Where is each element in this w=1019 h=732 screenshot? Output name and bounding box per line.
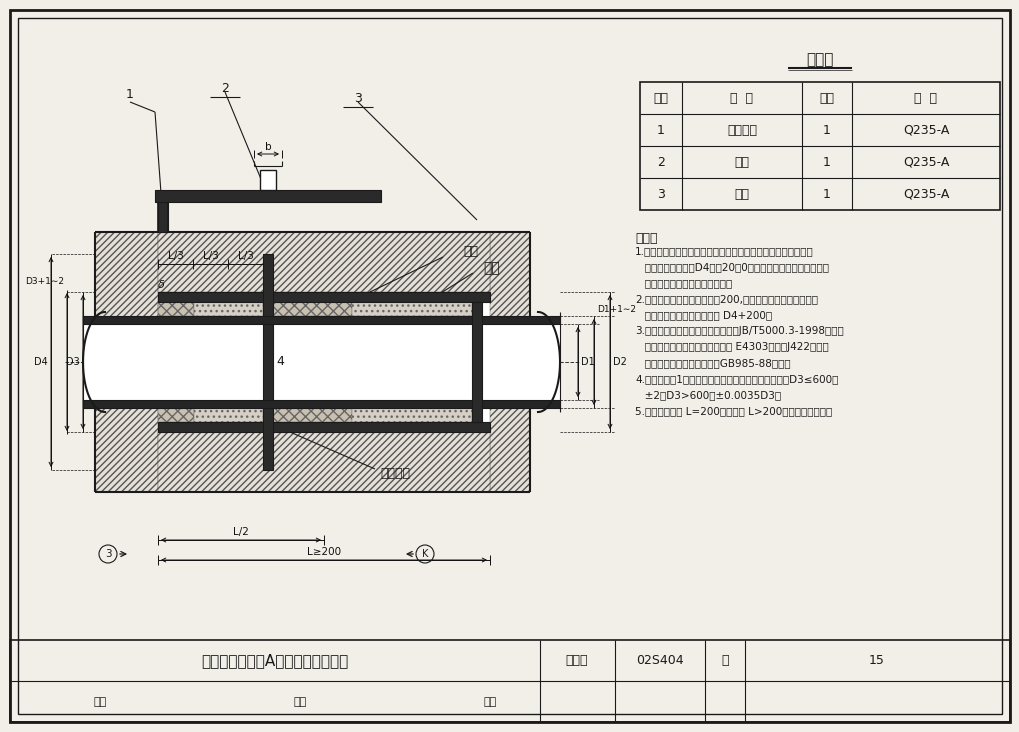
Text: 2: 2 — [221, 83, 228, 95]
Text: 焊接采用手工电弧焊，焊条型号 E4303，牌号J422．焊缝: 焊接采用手工电弧焊，焊条型号 E4303，牌号J422．焊缝 — [635, 342, 828, 352]
Text: 材料表: 材料表 — [806, 53, 833, 67]
Bar — [472, 302, 482, 422]
Bar — [273, 302, 352, 316]
Text: 4.当套管（件1）采用卷制成型时，周长允许偏差为：D3≤600，: 4.当套管（件1）采用卷制成型时，周长允许偏差为：D3≤600， — [635, 374, 838, 384]
Text: 页: 页 — [720, 654, 728, 668]
Bar — [83, 324, 559, 400]
Text: 油鸻: 油鸻 — [463, 245, 478, 258]
Text: 设计: 设计 — [483, 697, 496, 707]
Text: D1+1∼2: D1+1∼2 — [596, 305, 636, 314]
Text: 内．套管内的填料应紧密搞实．: 内．套管内的填料应紧密搞实． — [635, 278, 732, 288]
Text: L/3: L/3 — [167, 251, 183, 261]
Bar — [194, 302, 263, 316]
Text: L/2: L/2 — [232, 527, 249, 537]
Text: D1: D1 — [581, 357, 594, 367]
Text: 15: 15 — [868, 654, 884, 668]
Text: Q235-A: Q235-A — [902, 187, 949, 201]
Bar — [158, 422, 489, 432]
Text: 刚性防水套管（A型）安装图（一）: 刚性防水套管（A型）安装图（一） — [201, 654, 348, 668]
Text: 3: 3 — [105, 549, 111, 559]
Text: 2: 2 — [656, 155, 664, 168]
Text: 钒制套管: 钒制套管 — [727, 124, 756, 136]
Bar — [273, 408, 352, 422]
Text: 审核: 审核 — [94, 697, 107, 707]
Text: b: b — [264, 142, 271, 152]
Text: 说明：: 说明： — [635, 232, 657, 245]
Text: Q235-A: Q235-A — [902, 124, 949, 136]
Bar — [10, 640, 1009, 722]
Bar — [95, 232, 530, 492]
Bar — [158, 292, 489, 302]
Text: 名  称: 名 称 — [730, 92, 753, 105]
Text: K: K — [422, 549, 428, 559]
Text: 石棉水泥: 石棉水泥 — [380, 468, 410, 480]
Text: δ: δ — [158, 280, 164, 290]
Text: 1.套管穿墙处如遇非混凝土墙壁时，应改用混凝土墙壁，其浇注: 1.套管穿墙处如遇非混凝土墙壁时，应改用混凝土墙壁，其浇注 — [635, 246, 813, 256]
Text: D4: D4 — [35, 357, 48, 367]
Bar — [489, 232, 530, 492]
Text: L≥200: L≥200 — [307, 547, 340, 557]
Text: L/3: L/3 — [203, 251, 218, 261]
Bar — [260, 170, 276, 190]
Bar — [263, 254, 273, 470]
Text: D3+1∼2: D3+1∼2 — [25, 277, 64, 286]
Text: 钒管: 钒管 — [483, 261, 499, 275]
Text: 1: 1 — [822, 124, 830, 136]
Bar — [352, 302, 472, 316]
Text: 3: 3 — [354, 92, 362, 105]
Bar — [158, 302, 194, 316]
Text: 3: 3 — [656, 187, 664, 201]
Text: 1: 1 — [822, 155, 830, 168]
Bar — [158, 432, 489, 492]
Text: 羼环: 羼环 — [734, 155, 749, 168]
Text: 校对: 校对 — [293, 697, 307, 707]
Text: 2.穿管处混凝土墙厉应不小于200,否则应使墙壁一边或两边加: 2.穿管处混凝土墙厉应不小于200,否则应使墙壁一边或两边加 — [635, 294, 817, 304]
Text: 厕．加厕部分的直径至少为 D4+200．: 厕．加厕部分的直径至少为 D4+200． — [635, 310, 771, 320]
Text: 1: 1 — [822, 187, 830, 201]
Text: 序号: 序号 — [653, 92, 667, 105]
Bar — [194, 408, 263, 422]
Text: 1: 1 — [126, 88, 133, 100]
Text: 挡圈: 挡圈 — [734, 187, 749, 201]
Text: 5.套管的重量以 L=200计算，当 L>200时，应另行计算．: 5.套管的重量以 L=200计算，当 L>200时，应另行计算． — [635, 406, 832, 416]
Text: D2: D2 — [612, 357, 627, 367]
Text: 图集号: 图集号 — [566, 654, 588, 668]
Text: 1: 1 — [656, 124, 664, 136]
Bar — [158, 202, 168, 232]
Bar — [155, 190, 381, 202]
Bar — [639, 82, 999, 210]
Bar — [158, 408, 194, 422]
Text: 数量: 数量 — [818, 92, 834, 105]
Text: 材  料: 材 料 — [914, 92, 936, 105]
Text: 坡口的基本形式与尺寸按照GB985-88执行．: 坡口的基本形式与尺寸按照GB985-88执行． — [635, 358, 790, 368]
Text: L/3: L/3 — [237, 251, 253, 261]
Bar — [352, 408, 472, 422]
Text: D3: D3 — [66, 357, 79, 367]
Bar — [95, 232, 158, 492]
Text: 3.焊接结构尺寸公差与形位公差按照JB/T5000.3-1998执行．: 3.焊接结构尺寸公差与形位公差按照JB/T5000.3-1998执行． — [635, 326, 843, 336]
Bar — [83, 316, 559, 324]
Bar — [83, 400, 559, 408]
Text: Q235-A: Q235-A — [902, 155, 949, 168]
Text: 4: 4 — [276, 356, 283, 368]
Bar — [158, 232, 489, 292]
Text: 围应比羼环直径（D4）大20　0而且必须将套管一次浇固于墙: 围应比羼环直径（D4）大20 0而且必须将套管一次浇固于墙 — [635, 262, 828, 272]
Text: 02S404: 02S404 — [636, 654, 683, 668]
Text: ±2，D3>600，±0.0035D3．: ±2，D3>600，±0.0035D3． — [635, 390, 781, 400]
